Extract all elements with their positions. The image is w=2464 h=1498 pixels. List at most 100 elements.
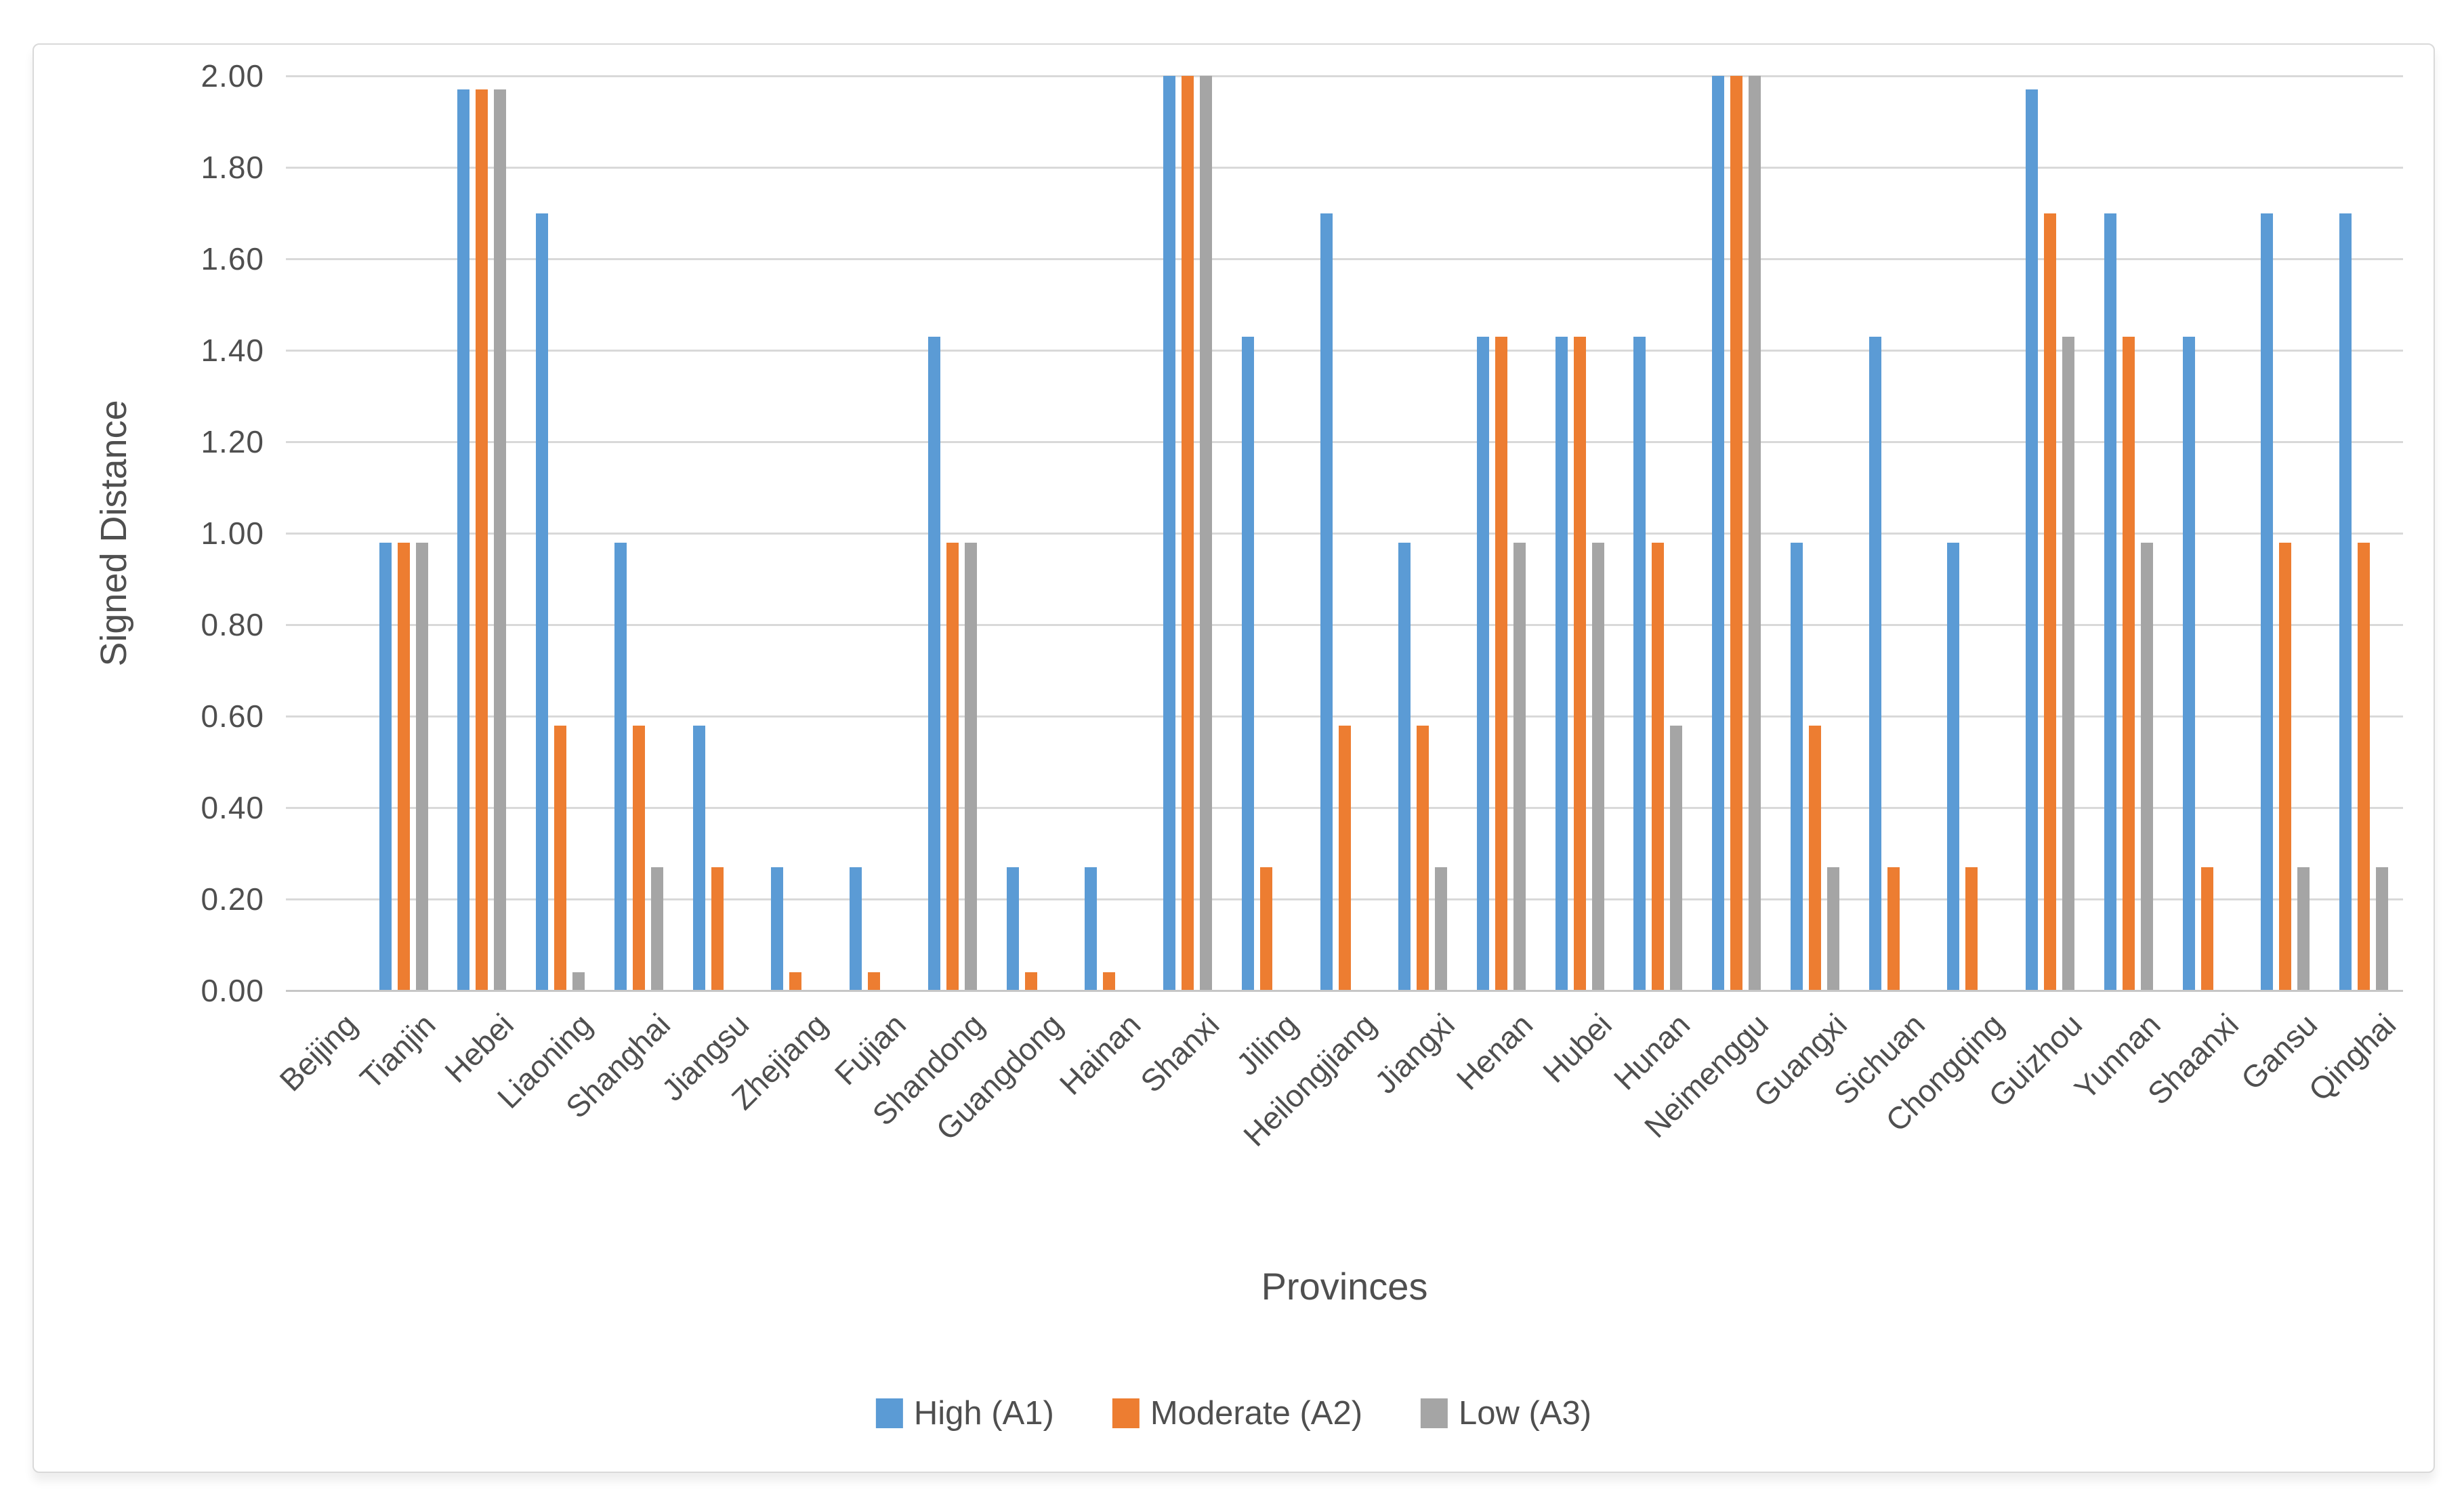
bar-high-qinghai <box>2339 213 2352 991</box>
bar-low-jiangxi <box>1435 867 1448 991</box>
bar-low-yunnan <box>2140 542 2153 991</box>
y-tick-labels: 0.00 0.20 0.40 0.60 0.80 1.00 1.20 1.40 1.60 1.80… <box>34 45 2434 1472</box>
bar-high-gansu <box>2261 213 2274 991</box>
bar-high-hainan <box>1085 867 1098 991</box>
y-gridline <box>286 441 2403 443</box>
x-tick-label: Hubei <box>1535 1007 1619 1089</box>
bar-moderate-shandong <box>946 542 959 991</box>
x-tick-label: Neimenggu <box>1637 1007 1775 1145</box>
y-tick-label: 1.60 <box>201 241 264 276</box>
bar-low-shanxi <box>1200 76 1213 991</box>
legend-item-high: High (A1) <box>875 1394 1054 1432</box>
bar-high-yunnan <box>2104 213 2116 991</box>
y-gridline <box>286 75 2403 77</box>
y-tick-label: 0.20 <box>201 881 264 917</box>
x-tick-label: Henan <box>1450 1007 1540 1097</box>
bar-moderate-hunan <box>1652 542 1665 991</box>
y-gridline <box>286 624 2403 626</box>
bar-low-henan <box>1513 542 1526 991</box>
bar-moderate-shanghai <box>632 725 645 991</box>
bar-moderate-yunnan <box>2122 336 2135 991</box>
y-gridline <box>286 898 2403 900</box>
bar-low-hubei <box>1591 542 1604 991</box>
bar-moderate-chongqing <box>1965 867 1978 991</box>
bar-low-hunan <box>1670 725 1683 991</box>
y-axis-title: Signed Distance <box>93 400 134 667</box>
bar-high-shanghai <box>614 542 627 991</box>
bar-moderate-shaanxi <box>2200 867 2213 991</box>
x-tick-label: Sichuan <box>1827 1007 1932 1112</box>
x-tick-label: Liaoning <box>490 1007 599 1115</box>
x-tick-label: Tianjin <box>352 1007 442 1096</box>
x-tick-label: Yunnan <box>2067 1007 2167 1107</box>
bar-moderate-jiling <box>1259 867 1272 991</box>
x-tick-label: Beijing <box>272 1007 364 1098</box>
legend: High (A1) Moderate (A2) Low (A3) <box>875 1394 1592 1432</box>
y-gridline <box>286 258 2403 260</box>
bar-high-henan <box>1476 336 1489 991</box>
x-tick-label: Shaanxi <box>2141 1007 2246 1112</box>
y-tick-label: 0.60 <box>201 699 264 734</box>
chart-frame: Signed Distance 0.00 0.20 0.40 0.60 0.80 1.00… <box>33 43 2435 1473</box>
x-tick-label: Shandong <box>865 1007 991 1133</box>
bars-layer <box>34 45 2434 1472</box>
bar-low-guangxi <box>1826 867 1839 991</box>
y-tick-label: 2.00 <box>201 58 264 93</box>
gridlines-layer <box>34 45 2434 1472</box>
bar-moderate-hebei <box>476 89 488 991</box>
bar-moderate-guangxi <box>1808 725 1821 991</box>
bar-moderate-gansu <box>2279 542 2292 991</box>
x-tick-label: Shanghai <box>559 1007 677 1125</box>
x-tick-label: Chongqing <box>1879 1007 2011 1139</box>
bar-low-qinghai <box>2376 867 2389 991</box>
x-tick-label: Fujian <box>827 1007 913 1092</box>
bar-moderate-henan <box>1495 336 1507 991</box>
bar-moderate-jiangxi <box>1417 725 1429 991</box>
bar-high-hubei <box>1555 336 1568 991</box>
bar-high-jiangsu <box>692 725 705 991</box>
bar-moderate-shanxi <box>1182 76 1194 991</box>
bar-high-chongqing <box>1947 542 1960 991</box>
bar-high-fujian <box>850 867 862 991</box>
y-gridline <box>286 350 2403 352</box>
legend-label: High (A1) <box>913 1395 1054 1432</box>
bar-high-guizhou <box>2026 89 2039 991</box>
bar-moderate-hubei <box>1573 336 1586 991</box>
bar-high-sichuan <box>1868 336 1881 991</box>
legend-label: Low (A3) <box>1459 1395 1592 1432</box>
x-tick-label: Jiangsu <box>654 1007 756 1108</box>
y-tick-label: 1.80 <box>201 150 264 185</box>
bar-low-neimenggu <box>1749 76 1761 991</box>
bar-high-jiangxi <box>1398 542 1411 991</box>
x-tick-label: Hainan <box>1053 1007 1148 1102</box>
x-axis-line <box>286 990 2403 992</box>
x-tick-label: Guizhou <box>1981 1007 2089 1114</box>
bar-low-shanghai <box>650 867 663 991</box>
y-tick-label: 1.00 <box>201 516 264 551</box>
bar-high-guangdong <box>1006 867 1019 991</box>
y-tick-label: 0.40 <box>201 790 264 825</box>
bar-moderate-guizhou <box>2044 213 2057 991</box>
y-gridline <box>286 807 2403 809</box>
legend-item-moderate: Moderate (A2) <box>1112 1394 1362 1432</box>
bar-moderate-tianjin <box>397 542 410 991</box>
bar-low-tianjin <box>415 542 428 991</box>
bar-high-zhejiang <box>771 867 784 991</box>
y-gridline <box>286 533 2403 535</box>
bar-moderate-jiangsu <box>711 867 724 991</box>
x-tick-label: Guangxi <box>1746 1007 1854 1114</box>
bar-moderate-zhejiang <box>789 972 802 991</box>
x-tick-label: Shanxi <box>1133 1007 1226 1100</box>
y-tick-label: 1.20 <box>201 424 264 459</box>
bar-high-guangxi <box>1790 542 1803 991</box>
bar-low-hebei <box>494 89 507 991</box>
x-tick-label: Jiangxi <box>1367 1007 1462 1101</box>
bar-moderate-hainan <box>1103 972 1116 991</box>
bar-high-shanxi <box>1163 76 1176 991</box>
bar-high-tianjin <box>379 542 392 991</box>
bar-high-shandong <box>927 336 940 991</box>
bar-high-jiling <box>1241 336 1254 991</box>
bar-low-liaoning <box>572 972 585 991</box>
bar-moderate-heilongjiang <box>1338 725 1351 991</box>
bar-high-shaanxi <box>2182 336 2195 991</box>
